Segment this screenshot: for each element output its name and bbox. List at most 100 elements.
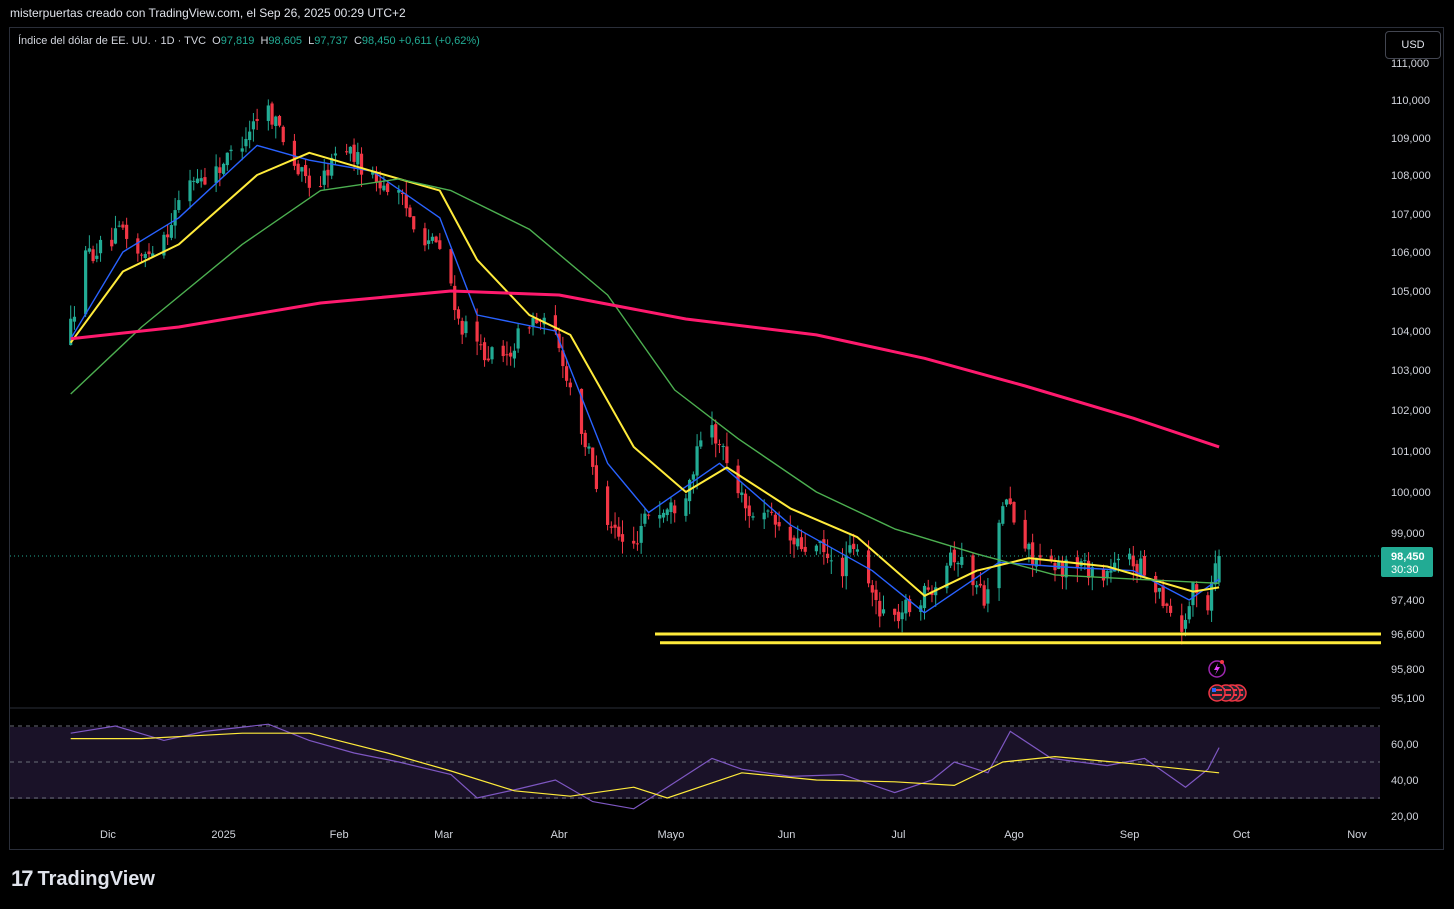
candle-body <box>456 309 461 319</box>
candle-body <box>330 157 334 176</box>
candle-body <box>773 514 777 525</box>
us-flag-stripe-icon <box>1221 689 1231 691</box>
candle-body <box>1187 606 1191 620</box>
candle-body <box>512 350 516 359</box>
candle-body <box>374 173 379 183</box>
time-tick-label: Dic <box>100 829 116 841</box>
candle-body <box>1109 570 1113 573</box>
candle-body <box>766 510 770 512</box>
rsi-line <box>70 723 1220 810</box>
candle-body <box>960 556 964 565</box>
candle-body <box>788 526 792 541</box>
candle-body <box>1131 555 1135 567</box>
candle-body <box>609 526 613 528</box>
candle-body <box>300 167 304 172</box>
us-flag-stripe-icon <box>1221 694 1231 696</box>
candle-body <box>714 424 718 444</box>
candle-body <box>505 354 509 356</box>
candle-body <box>195 178 200 184</box>
candle-body <box>292 140 297 166</box>
candle-body <box>1161 585 1165 606</box>
candle-body <box>475 321 479 342</box>
candle-body <box>438 240 442 249</box>
candle-body <box>277 115 282 126</box>
ma-mid-line <box>69 151 1220 597</box>
candle-body <box>1083 560 1087 562</box>
candle-body <box>945 565 949 589</box>
candle-body <box>501 345 505 357</box>
candle-body <box>866 550 871 584</box>
candle-body <box>635 543 640 545</box>
candle-body <box>136 238 140 254</box>
candle-body <box>926 587 930 590</box>
candle-body <box>699 440 703 447</box>
candle-body <box>904 599 908 614</box>
candle-body <box>203 177 207 185</box>
candle-body <box>1034 557 1038 567</box>
candle-body <box>978 583 983 586</box>
candle-body <box>747 505 751 517</box>
candle-body <box>1090 567 1094 577</box>
candle-body <box>400 192 405 195</box>
candle-body <box>221 163 226 174</box>
candle-body <box>874 589 878 600</box>
candle-body <box>1168 605 1173 613</box>
candle-body <box>1142 556 1147 576</box>
candle-body <box>639 525 643 543</box>
candle-body <box>199 178 203 182</box>
price-tick-label: 99,000 <box>1391 528 1425 540</box>
candle-body <box>173 210 177 226</box>
candle-body <box>620 534 625 542</box>
candle-body <box>822 539 826 553</box>
candle-body <box>125 224 129 239</box>
candle-body <box>743 493 748 509</box>
candle-body <box>352 144 356 162</box>
tradingview-logo-icon: 17 <box>11 866 34 891</box>
candle-body <box>617 526 621 537</box>
price-tick-label: 105,000 <box>1391 286 1431 298</box>
candle-body <box>1086 560 1091 578</box>
candle-body <box>1057 561 1061 570</box>
time-tick-label: Feb <box>330 829 349 841</box>
tradingview-logo[interactable]: 17 TradingView <box>11 866 155 892</box>
candle-body <box>147 251 151 255</box>
symbol-title: Índice del dólar de EE. UU. · 1D · TVC <box>18 35 207 47</box>
candle-body <box>751 516 755 518</box>
candle-body <box>87 248 91 252</box>
last-price-badge <box>1381 547 1433 578</box>
price-tick-label: 101,000 <box>1391 446 1431 458</box>
candle-body <box>121 224 125 228</box>
candle-body <box>535 318 539 324</box>
candle-body <box>255 119 259 121</box>
candle-body <box>98 239 103 254</box>
candle-body <box>1027 543 1031 550</box>
time-tick-label: Abr <box>551 829 568 841</box>
chart-caption: misterpuertas creado con TradingView.com… <box>10 6 406 20</box>
candle-body <box>345 151 349 153</box>
candle-body <box>893 608 897 615</box>
candle-body <box>1154 575 1158 593</box>
candle-body <box>117 225 121 227</box>
candle-body <box>669 502 673 513</box>
candle-body <box>382 185 386 191</box>
candle-body <box>587 446 591 449</box>
price-tick-label: 95,800 <box>1391 664 1425 676</box>
low-label: L <box>308 35 315 47</box>
candle-body <box>1049 555 1053 562</box>
candle-body <box>479 344 483 346</box>
candle-body <box>423 228 427 246</box>
candle-body <box>359 153 364 175</box>
price-tick-label: 96,600 <box>1391 629 1425 641</box>
time-tick-label: Jun <box>778 829 796 841</box>
time-tick-label: Sep <box>1120 829 1140 841</box>
candle-body <box>356 152 360 165</box>
open-label: O <box>212 35 221 47</box>
events-group <box>1208 660 1247 702</box>
candle-body <box>881 609 886 614</box>
candle-body <box>975 585 979 588</box>
currency-button[interactable]: USD <box>1385 31 1441 59</box>
event-dot-icon <box>1220 660 1224 664</box>
candle-body <box>516 328 520 349</box>
time-tick-label: Nov <box>1347 829 1367 841</box>
